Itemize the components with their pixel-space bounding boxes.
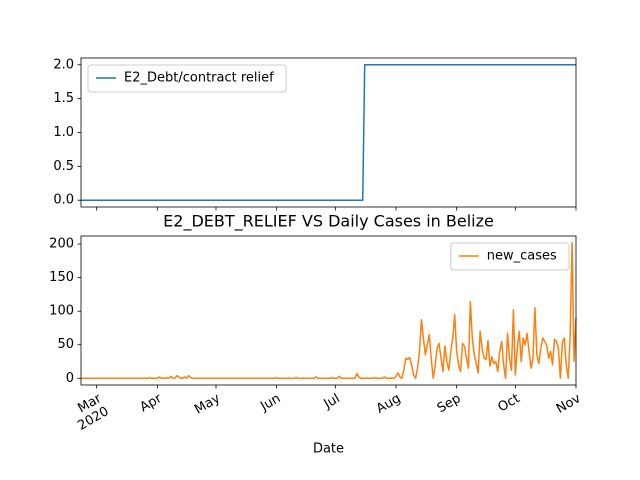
x-axis-label: Date (313, 442, 344, 457)
axes-frame (80, 235, 577, 386)
legend-box (87, 64, 287, 93)
y-tick-label: 0.0 (53, 193, 74, 208)
legend-label: new_cases (487, 249, 557, 264)
legend-box (450, 242, 570, 271)
y-tick-label: 1.5 (53, 91, 74, 106)
y-tick-label: 100 (49, 304, 74, 319)
y-tick-label: 2.0 (53, 57, 74, 72)
y-tick-label: 50 (57, 337, 74, 352)
legend: E2_Debt/contract relief (87, 64, 287, 93)
y-tick-label: 150 (49, 270, 74, 285)
legend-label: E2_Debt/contract relief (124, 71, 274, 86)
y-tick-label: 0 (66, 371, 74, 386)
y-tick-label: 0.5 (53, 159, 74, 174)
axes-frame (80, 57, 577, 208)
series-line (81, 241, 577, 380)
y-tick-label: 1.0 (53, 125, 74, 140)
legend: new_cases (450, 242, 570, 271)
chart-title: E2_DEBT_RELIEF VS Daily Cases in Belize (163, 212, 494, 232)
series-line (81, 64, 576, 201)
y-tick-label: 200 (49, 237, 74, 252)
